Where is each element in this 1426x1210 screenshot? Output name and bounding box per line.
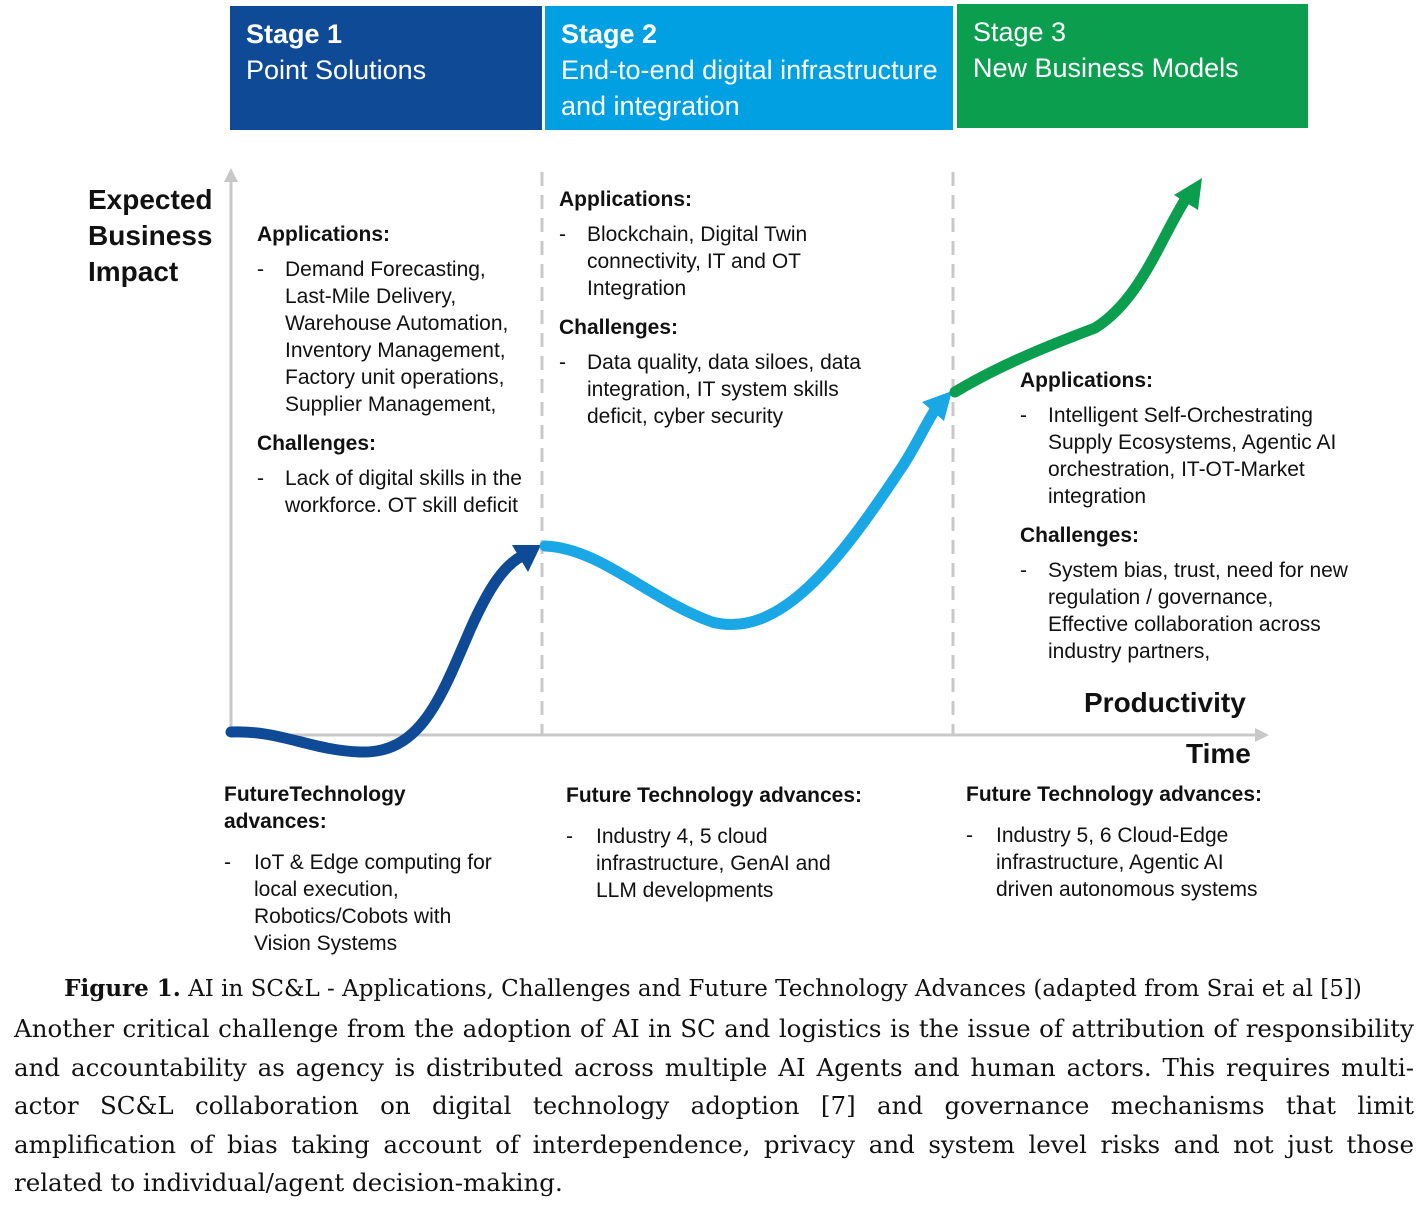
- stage-2-arrowhead-icon: [922, 391, 952, 421]
- list-item: Intelligent Self-Orchestrating Supply Ec…: [1020, 402, 1350, 510]
- stage-1-applications-list: Demand Forecasting, Last-Mile Delivery, …: [257, 256, 537, 418]
- stage-2-content: Applications: Blockchain, Digital Twin c…: [559, 186, 899, 442]
- advances-header: Future Technology advances:: [566, 784, 862, 807]
- list-item: Lack of digital skills in the workforce.…: [257, 465, 537, 519]
- advances-list: Industry 4, 5 cloud infrastructure, GenA…: [566, 823, 866, 904]
- advances-stage-3: Future Technology advances: Industry 5, …: [966, 781, 1266, 903]
- list-item: Industry 5, 6 Cloud-Edge infrastructure,…: [966, 822, 1266, 903]
- figure-caption-text: AI in SC&L - Applications, Challenges an…: [188, 976, 1362, 1002]
- stage-2-challenges-list: Data quality, data siloes, data integrat…: [559, 349, 899, 430]
- advances-stage-1: FutureTechnology advances: IoT & Edge co…: [224, 781, 504, 957]
- list-item: Demand Forecasting, Last-Mile Delivery, …: [257, 256, 537, 418]
- stage-2-applications-header: Applications:: [559, 188, 693, 211]
- body-paragraph: Another critical challenge from the adop…: [14, 1014, 1414, 1197]
- list-item: IoT & Edge computing for local execution…: [224, 849, 504, 957]
- stage-3-challenges-header: Challenges:: [1020, 524, 1140, 547]
- stage-1-arrowhead-icon: [512, 545, 541, 572]
- list-item: Industry 4, 5 cloud infrastructure, GenA…: [566, 823, 866, 904]
- stage-1-applications-header: Applications:: [257, 223, 391, 246]
- productivity-label: Productivity: [1084, 687, 1246, 718]
- stage-3-number: Stage 3: [973, 17, 1067, 47]
- stage-3-curve: [949, 194, 1191, 398]
- stage-1-header: Stage 1 Point Solutions: [230, 6, 542, 130]
- stage-1-challenges-list: Lack of digital skills in the workforce.…: [257, 465, 537, 519]
- stage-3-content: Applications: Intelligent Self-Orchestra…: [1020, 367, 1350, 677]
- stage-3-applications-list: Intelligent Self-Orchestrating Supply Ec…: [1020, 402, 1350, 510]
- stage-2-header: Stage 2 End-to-end digital infrastructur…: [545, 6, 953, 130]
- y-axis-arrow-icon: [224, 168, 238, 182]
- stage-1-content: Applications: Demand Forecasting, Last-M…: [257, 221, 537, 531]
- stage-3-arrowhead-icon: [1174, 178, 1202, 210]
- stage-1-name: Point Solutions: [246, 55, 427, 85]
- stage-3-header: Stage 3 New Business Models: [957, 4, 1308, 128]
- stage-1-challenges-header: Challenges:: [257, 432, 377, 455]
- stage-3-name: New Business Models: [973, 53, 1239, 83]
- x-axis-arrow-icon: [1255, 728, 1269, 742]
- advances-header: FutureTechnology advances:: [224, 783, 406, 833]
- advances-header: Future Technology advances:: [966, 783, 1262, 806]
- stage-1-curve: [225, 550, 528, 758]
- advances-list: IoT & Edge computing for local execution…: [224, 849, 504, 957]
- figure-caption: Figure 1. AI in SC&L - Applications, Cha…: [0, 972, 1426, 1006]
- figure-caption-label: Figure 1.: [64, 975, 181, 1002]
- stage-2-number: Stage 2: [561, 19, 658, 49]
- list-item: System bias, trust, need for new regulat…: [1020, 557, 1350, 665]
- list-item: Blockchain, Digital Twin connectivity, I…: [559, 221, 899, 302]
- stage-2-name: End-to-end digital infrastructure and in…: [561, 55, 938, 121]
- stage-2-challenges-header: Challenges:: [559, 316, 679, 339]
- list-item: Data quality, data siloes, data integrat…: [559, 349, 899, 430]
- stage-1-number: Stage 1: [246, 19, 343, 49]
- stage-3-applications-header: Applications:: [1020, 369, 1154, 392]
- advances-stage-2: Future Technology advances: Industry 4, …: [566, 782, 866, 904]
- stage-2-applications-list: Blockchain, Digital Twin connectivity, I…: [559, 221, 899, 302]
- stage-3-challenges-list: System bias, trust, need for new regulat…: [1020, 557, 1350, 665]
- x-axis-label: Time: [1186, 738, 1251, 769]
- advances-list: Industry 5, 6 Cloud-Edge infrastructure,…: [966, 822, 1266, 903]
- stage-2-curve: [539, 404, 941, 630]
- y-axis-label: Expected Business Impact: [88, 184, 213, 287]
